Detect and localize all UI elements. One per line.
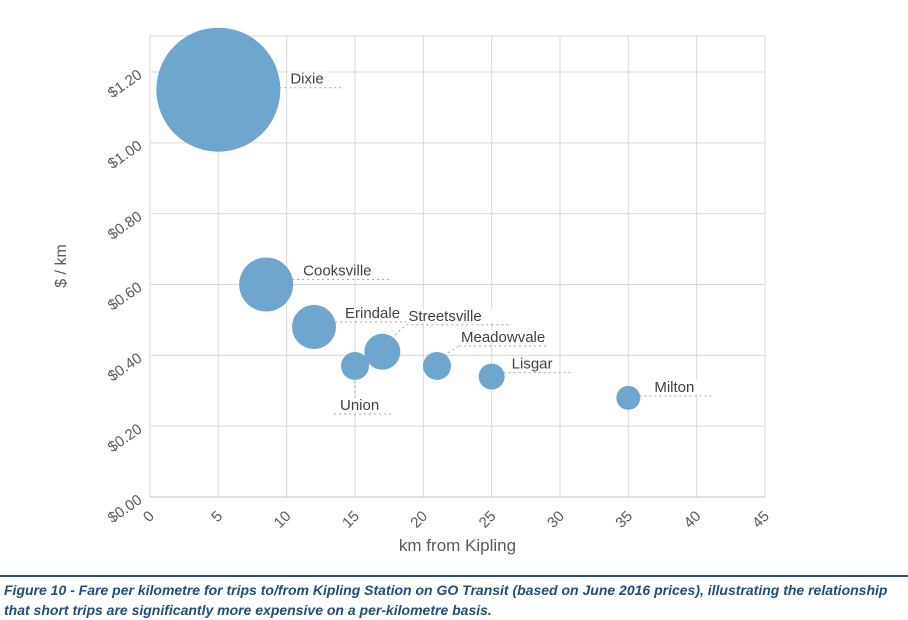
x-tick-label: 20 (407, 508, 431, 532)
bubble-milton (616, 385, 641, 410)
label-background (301, 263, 380, 278)
y-tick-labels: $0.00 $0.20 $0.40 $0.60 $0.80 $1.00 $1.20 (105, 66, 146, 526)
point-label-union: Union (340, 397, 379, 414)
label-background (343, 306, 407, 320)
point-label-meadowvale: Meadowvale (461, 329, 545, 346)
x-tick-label: 0 (140, 508, 158, 526)
y-tick-label: $1.20 (105, 66, 146, 101)
point-label-erindale: Erindale (345, 305, 400, 322)
x-tick-labels: 0 5 10 15 20 25 30 35 40 45 (140, 508, 773, 532)
y-tick-label: $0.40 (105, 350, 146, 385)
x-tick-label: 45 (749, 508, 773, 532)
point-label-dixie: Dixie (290, 71, 323, 88)
bubble-dixie (156, 27, 281, 152)
x-tick-label: 5 (208, 508, 226, 526)
point-label-lisgar: Lisgar (512, 356, 553, 373)
leader-line (390, 324, 407, 339)
bubble-union (341, 351, 369, 380)
bubble-streetsville (364, 333, 401, 370)
bubble-lisgar (478, 363, 505, 390)
y-tick-label: $0.80 (105, 208, 146, 243)
y-tick-label: $1.00 (105, 137, 146, 172)
y-axis-title: $ / km (53, 244, 70, 288)
y-tick-label: $0.20 (105, 421, 146, 456)
y-tick-label: $0.00 (105, 491, 146, 526)
y-tick-label: $0.60 (105, 279, 146, 314)
x-tick-label: 40 (681, 508, 705, 532)
point-label-cooksville: Cooksville (303, 263, 371, 280)
label-background (288, 71, 330, 86)
point-labels: Dixie Cooksville Erindale Union Streetsville… (279, 71, 713, 415)
bubbles (156, 27, 641, 410)
label-background (652, 379, 701, 394)
bubble-cooksville (239, 257, 294, 312)
x-tick-label: 15 (339, 508, 363, 532)
point-label-milton: Milton (654, 379, 694, 396)
x-tick-label: 30 (544, 508, 568, 532)
x-axis-title: km from Kipling (399, 536, 516, 555)
label-background (338, 397, 379, 412)
x-tick-label: 10 (271, 508, 295, 532)
x-tick-label: 35 (612, 508, 636, 532)
figure-caption: Figure 10 - Fare per kilometre for trips… (0, 575, 908, 620)
x-tick-label: 25 (476, 508, 500, 532)
fare-bubble-chart: 0 5 10 15 20 25 30 35 40 45 $0.00 $0.20 $0.40 $0.60 $0… (53, 27, 773, 555)
label-background (509, 356, 559, 371)
axis-titles: $ / km km from Kipling (53, 244, 516, 555)
point-label-streetsville: Streetsville (408, 308, 481, 325)
chart-canvas: 0 5 10 15 20 25 30 35 40 45$0.00$0.20$0.40$0.60$0… (53, 27, 773, 555)
label-background (406, 308, 500, 323)
bubble-erindale (292, 305, 336, 349)
gridlines (149, 35, 766, 498)
leader-line (443, 345, 460, 356)
label-background (459, 329, 537, 344)
bubble-meadowvale (423, 351, 451, 380)
